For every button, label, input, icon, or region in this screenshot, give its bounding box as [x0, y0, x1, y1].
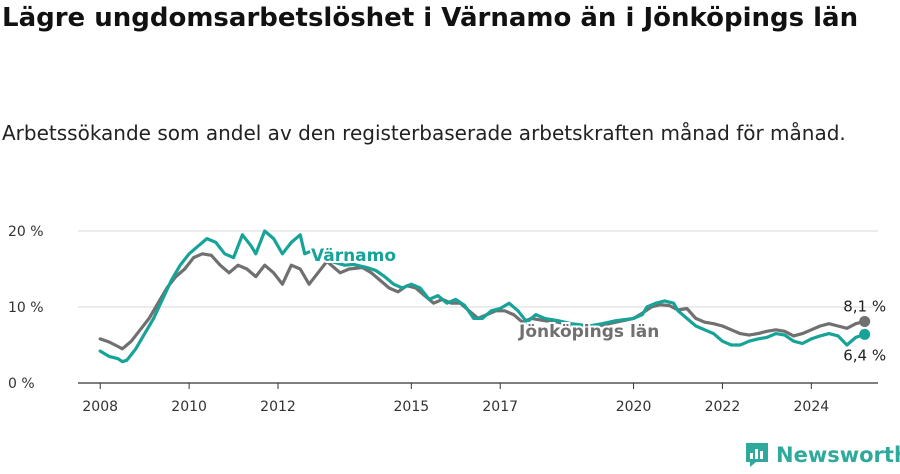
series-label-varnamo: Värnamo	[311, 246, 396, 266]
x-tick-label: 2022	[705, 399, 741, 415]
series-line-jonkoping	[98, 252, 867, 351]
end-marker-varnamo	[859, 328, 871, 340]
end-label-varnamo: 6,4 %	[843, 346, 886, 364]
end-label-jonkoping: 8,1 %	[843, 297, 886, 315]
chart-title: Lägre ungdomsarbetslöshet i Värnamo än i…	[2, 3, 859, 33]
y-tick-label: 0 %	[8, 376, 35, 392]
brand-logo: Newsworthy	[744, 440, 900, 470]
y-tick-label: 20 %	[8, 224, 44, 240]
x-tick-label: 2024	[794, 399, 830, 415]
x-tick-label: 2015	[394, 399, 430, 415]
chart-subtitle: Arbetssökande som andel av den registerb…	[2, 121, 846, 145]
brand-name: Newsworthy	[776, 443, 900, 467]
x-tick-label: 2008	[82, 399, 118, 415]
series-label-jonkoping: Jönköpings län	[518, 322, 659, 342]
x-tick-label: 2017	[482, 399, 518, 415]
y-tick-label: 10 %	[8, 300, 44, 316]
x-tick-label: 2020	[616, 399, 652, 415]
end-marker-jonkoping	[859, 315, 871, 327]
x-tick-label: 2012	[260, 399, 296, 415]
series-line-varnamo	[98, 229, 867, 364]
x-tick-label: 2010	[171, 399, 207, 415]
newsworthy-logo-icon	[746, 443, 768, 467]
